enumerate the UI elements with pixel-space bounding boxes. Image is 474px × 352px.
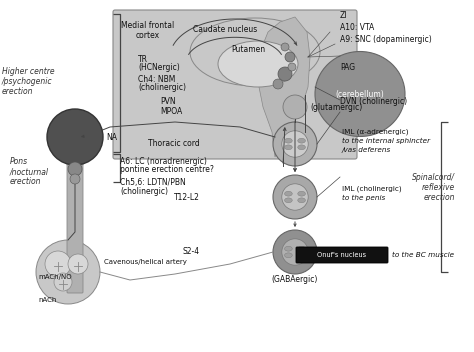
Text: PAG: PAG	[340, 63, 355, 71]
Text: Onuf's nucleus: Onuf's nucleus	[318, 252, 366, 258]
Circle shape	[282, 239, 308, 265]
Ellipse shape	[284, 246, 292, 251]
Text: (GABAergic): (GABAergic)	[272, 276, 318, 284]
Polygon shape	[258, 17, 310, 157]
Ellipse shape	[298, 145, 305, 150]
Circle shape	[54, 273, 72, 291]
Text: Caudate nucleus: Caudate nucleus	[193, 25, 257, 34]
Ellipse shape	[298, 191, 305, 196]
FancyBboxPatch shape	[296, 247, 388, 263]
Circle shape	[68, 162, 82, 176]
Text: A10: VTA: A10: VTA	[340, 24, 374, 32]
Text: IML (α-adrenergic): IML (α-adrenergic)	[342, 129, 409, 135]
Ellipse shape	[298, 138, 305, 143]
Text: pontine erection centre?: pontine erection centre?	[120, 165, 214, 175]
Ellipse shape	[298, 246, 305, 251]
Ellipse shape	[298, 198, 305, 203]
Text: (cerebellum): (cerebellum)	[336, 89, 384, 99]
Text: Pons: Pons	[10, 157, 28, 166]
Text: Spinalcord/: Spinalcord/	[412, 172, 455, 182]
Text: S2-4: S2-4	[183, 247, 200, 257]
Circle shape	[45, 251, 71, 277]
Circle shape	[278, 67, 292, 81]
Text: Ch5,6: LDTN/PBN: Ch5,6: LDTN/PBN	[120, 177, 186, 187]
Text: (HCNergic): (HCNergic)	[138, 63, 180, 73]
Text: nACh: nACh	[38, 297, 56, 303]
Text: MPOA: MPOA	[160, 107, 182, 117]
Circle shape	[273, 230, 317, 274]
Text: A6: LC (noradrenergic): A6: LC (noradrenergic)	[120, 157, 207, 165]
Ellipse shape	[284, 145, 292, 150]
FancyBboxPatch shape	[113, 10, 357, 159]
Circle shape	[283, 95, 307, 119]
Circle shape	[273, 122, 317, 166]
Ellipse shape	[298, 253, 305, 258]
Ellipse shape	[190, 18, 320, 86]
Text: (cholinergic): (cholinergic)	[138, 83, 186, 93]
Text: Cavenous/helical artery: Cavenous/helical artery	[104, 259, 187, 265]
Circle shape	[281, 43, 289, 51]
Ellipse shape	[315, 51, 405, 137]
Text: IML (cholinergic): IML (cholinergic)	[342, 186, 401, 192]
Ellipse shape	[284, 253, 292, 258]
Text: erection: erection	[10, 177, 42, 187]
Text: to the BC muscle: to the BC muscle	[392, 252, 454, 258]
Text: NA: NA	[106, 132, 117, 142]
Circle shape	[68, 254, 88, 274]
Circle shape	[36, 240, 100, 304]
Ellipse shape	[284, 191, 292, 196]
Text: T12-L2: T12-L2	[174, 193, 200, 201]
Ellipse shape	[218, 41, 298, 87]
Circle shape	[273, 175, 317, 219]
Circle shape	[282, 184, 308, 210]
Text: erection: erection	[423, 193, 455, 201]
Text: (glutamergic): (glutamergic)	[310, 102, 362, 112]
Text: Ch4: NBM: Ch4: NBM	[138, 75, 175, 83]
Text: Higher centre: Higher centre	[2, 68, 55, 76]
Text: cortex: cortex	[136, 31, 160, 39]
Text: /vas deferens: /vas deferens	[342, 147, 391, 153]
Text: Putamen: Putamen	[231, 44, 265, 54]
Text: to the penis: to the penis	[342, 195, 385, 201]
Ellipse shape	[284, 138, 292, 143]
FancyBboxPatch shape	[67, 151, 83, 293]
Ellipse shape	[284, 198, 292, 203]
Text: TR: TR	[138, 55, 148, 63]
Text: mACh/NO: mACh/NO	[38, 274, 72, 280]
Circle shape	[70, 174, 80, 184]
Text: ZI: ZI	[340, 12, 347, 20]
Text: /nocturnal: /nocturnal	[10, 168, 49, 176]
Text: A9: SNC (dopaminergic): A9: SNC (dopaminergic)	[340, 36, 432, 44]
Circle shape	[273, 79, 283, 89]
Text: /psychogenic: /psychogenic	[2, 77, 53, 87]
Circle shape	[288, 63, 296, 71]
Text: erection: erection	[2, 88, 34, 96]
Text: DVN (cholinergic): DVN (cholinergic)	[340, 98, 407, 107]
Circle shape	[285, 52, 295, 62]
Text: Thoracic cord: Thoracic cord	[148, 139, 200, 149]
Text: PVN: PVN	[160, 98, 176, 107]
Text: (cholinergic): (cholinergic)	[120, 187, 168, 195]
Text: Medial frontal: Medial frontal	[121, 21, 174, 31]
Circle shape	[282, 131, 308, 157]
Text: reflexive: reflexive	[422, 182, 455, 191]
Circle shape	[47, 109, 103, 165]
Text: to the internal sphincter: to the internal sphincter	[342, 138, 430, 144]
